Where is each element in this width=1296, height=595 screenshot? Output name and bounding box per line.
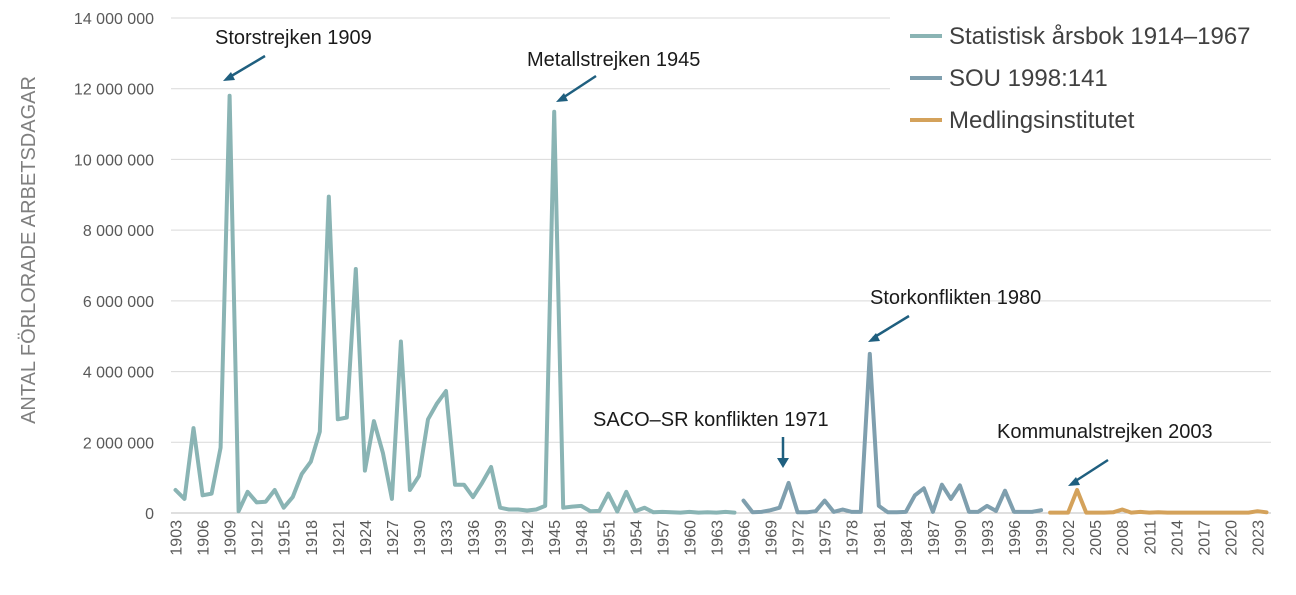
annotation-arrowhead-kommunalstrejken <box>1068 477 1080 486</box>
x-tick-label: 1957 <box>655 520 672 556</box>
annotation-arrow-storstrejken <box>227 54 266 80</box>
x-tick-label: 1951 <box>601 520 618 556</box>
annotations: Storstrejken 1909 Metallstrejken 1945 St… <box>215 27 1213 486</box>
x-tick-label: 1924 <box>358 520 375 556</box>
x-tick-label: 1927 <box>385 520 402 556</box>
x-axis: 1903 1906 1909 1912 1915 1918 1921 1924 1927 1930… <box>169 520 1268 556</box>
annotation-saco-sr-1971: SACO–SR konflikten 1971 <box>593 409 829 431</box>
x-tick-label: 2005 <box>1088 520 1105 556</box>
annotation-arrowhead-saco-sr <box>777 458 789 468</box>
x-tick-label: 2002 <box>1061 520 1078 556</box>
annotation-arrowhead-metallstrejken <box>556 93 568 102</box>
y-axis-label: ANTAL FÖRLORADE ARBETSDAGAR <box>18 76 40 424</box>
x-tick-label: 1948 <box>574 520 591 556</box>
x-tick-label: 1984 <box>899 520 916 556</box>
x-tick-label: 2017 <box>1196 520 1213 556</box>
series-line-medlingsinstitutet <box>1048 488 1269 515</box>
series-line-statistisk-rsbok-1914-1967 <box>173 93 737 515</box>
annotation-metallstrejken-1945: Metallstrejken 1945 <box>527 49 700 71</box>
series <box>173 93 1269 515</box>
x-tick-label: 1966 <box>737 520 754 556</box>
y-axis: 0 2 000 000 4 000 000 6 000 000 8 000 000 10 … <box>74 11 154 523</box>
x-tick-label: 1939 <box>493 520 510 556</box>
annotation-kommunalstrejken-2003: Kommunalstrejken 2003 <box>997 421 1213 443</box>
annotation-storstrejken-1909: Storstrejken 1909 <box>215 27 372 49</box>
x-tick-label: 1930 <box>412 520 429 556</box>
x-tick-label: 1942 <box>520 520 537 556</box>
x-tick-label: 1915 <box>277 520 294 556</box>
legend-label-statistisk: Statistisk årsbok 1914–1967 <box>949 23 1251 50</box>
annotation-storkonflikten-1980: Storkonflikten 1980 <box>870 287 1041 309</box>
x-tick-label: 1978 <box>845 520 862 556</box>
y-tick-label: 6 000 000 <box>83 294 154 311</box>
x-tick-label: 1918 <box>304 520 321 556</box>
annotation-arrowhead-storstrejken <box>223 72 235 81</box>
x-tick-label: 1909 <box>223 520 240 556</box>
x-tick-label: 1972 <box>791 520 808 556</box>
x-tick-label: 1921 <box>331 520 348 556</box>
x-tick-label: 1993 <box>980 520 997 556</box>
y-tick-label: 10 000 000 <box>74 152 154 169</box>
x-tick-label: 1933 <box>439 520 456 556</box>
annotation-arrowhead-storkonflikten <box>868 333 880 342</box>
x-tick-label: 2023 <box>1250 520 1267 556</box>
y-tick-label: 2 000 000 <box>83 435 154 452</box>
x-tick-label: 2014 <box>1169 520 1186 556</box>
x-tick-label: 1954 <box>628 520 645 556</box>
y-tick-label: 14 000 000 <box>74 11 154 28</box>
x-tick-label: 1963 <box>709 520 726 556</box>
x-tick-label: 1969 <box>764 520 781 556</box>
series-line-sou-1998-141 <box>741 351 1044 515</box>
x-tick-label: 1906 <box>196 520 213 556</box>
annotation-arrow-storkonflikten <box>872 314 910 340</box>
x-tick-label: 1999 <box>1034 520 1051 556</box>
legend-background <box>890 10 1290 146</box>
legend-label-sou: SOU 1998:141 <box>949 65 1108 92</box>
x-tick-label: 1987 <box>926 520 943 556</box>
x-tick-label: 1981 <box>872 520 889 556</box>
legend-label-medlingsinstitutet: Medlingsinstitutet <box>949 107 1135 134</box>
x-tick-label: 1990 <box>953 520 970 556</box>
y-tick-label: 12 000 000 <box>74 82 154 99</box>
x-tick-label: 1936 <box>466 520 483 556</box>
legend: Statistisk årsbok 1914–1967 SOU 1998:141… <box>890 10 1290 146</box>
annotation-arrow-kommunalstrejken <box>1073 458 1109 484</box>
x-tick-label: 1903 <box>169 520 186 556</box>
x-tick-label: 1912 <box>250 520 267 556</box>
y-tick-label: 0 <box>145 506 154 523</box>
x-tick-label: 1975 <box>818 520 835 556</box>
x-tick-label: 2011 <box>1142 520 1159 555</box>
x-tick-label: 1996 <box>1007 520 1024 556</box>
x-tick-label: 2020 <box>1223 520 1240 556</box>
y-tick-label: 8 000 000 <box>83 223 154 240</box>
x-tick-label: 2008 <box>1115 520 1132 556</box>
annotation-arrow-metallstrejken <box>560 74 597 101</box>
x-tick-label: 1960 <box>682 520 699 556</box>
x-tick-label: 1945 <box>547 520 564 556</box>
y-tick-label: 4 000 000 <box>83 365 154 382</box>
